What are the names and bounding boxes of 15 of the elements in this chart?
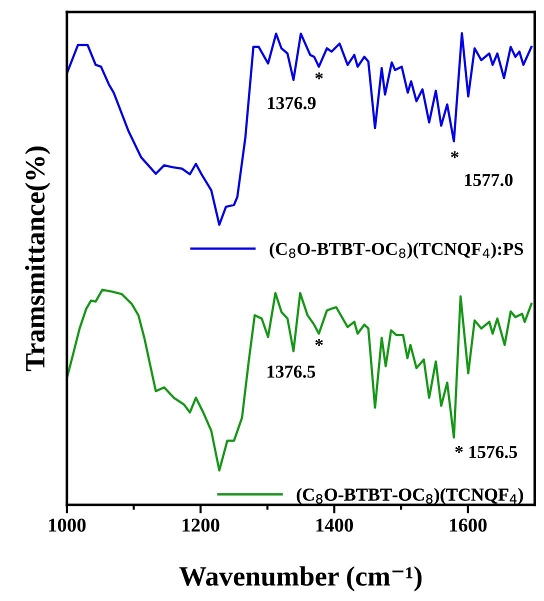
- annotation: 1376.9: [268, 97, 316, 110]
- annotation: *: [315, 72, 323, 80]
- legend-label: (C$_{8}$O-BTBT-OC$_{8}$)(TCNQF$_{4}$): [296, 488, 523, 504]
- annotation: 1577.0: [465, 174, 513, 186]
- annotation: 1376.5: [268, 366, 316, 378]
- x-axis-title: Wavenumber (cm⁻¹): [179, 566, 422, 592]
- y-axis-title: Tramsmittance(%): [25, 146, 50, 372]
- x-tick-label: 1400: [316, 518, 353, 532]
- x-tick-label: 1200: [182, 518, 220, 532]
- annotation: *: [315, 339, 323, 346]
- annotation: *: [450, 151, 459, 158]
- x-tick-label: 1600: [450, 518, 487, 532]
- x-tick-label: 1000: [49, 518, 86, 532]
- legend-label: (C$_{8}$O-BTBT-OC$_{8}$)(TCNQF$_{4}$):PS: [270, 242, 524, 259]
- annotation: * 1576.5: [455, 446, 518, 458]
